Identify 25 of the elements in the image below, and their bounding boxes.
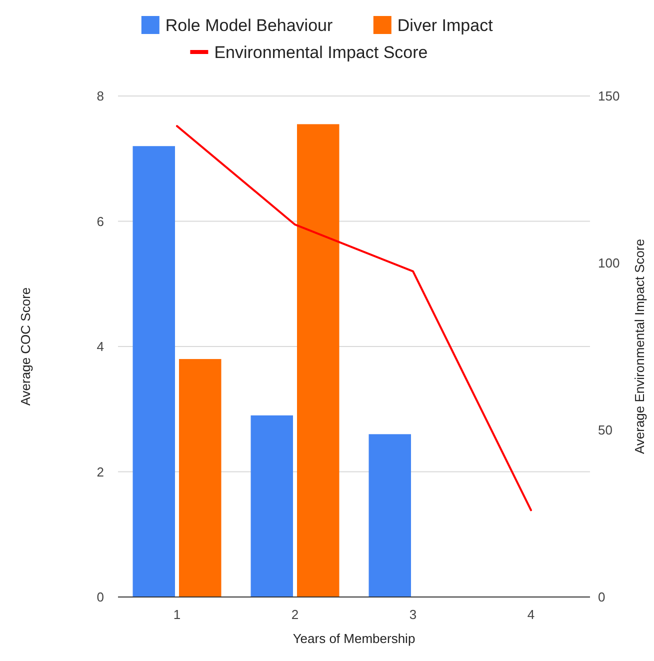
line-series [176,125,532,512]
y-tick-label: 0 [96,590,104,605]
x-tick-label: 2 [291,607,299,622]
bar [368,434,411,597]
x-tick-label: 4 [527,607,535,622]
bar [297,124,340,597]
y-axis-title: Average COC Score [18,287,33,406]
y2-tick-label: 50 [598,422,612,438]
y2-axis-title: Average Environmental Impact Score [632,238,647,454]
bar [179,359,222,597]
legend-label: Diver Impact [397,16,494,35]
bar [132,146,175,597]
legend-label: Environmental Impact Score [214,42,428,62]
y-tick-label: 6 [96,214,104,229]
y2-tick-label: 150 [598,88,620,104]
x-tick-label: 1 [173,607,181,622]
x-tick-label: 3 [409,607,417,622]
y-tick-label: 8 [96,88,104,104]
y2-tick-label: 0 [598,590,606,605]
bar [250,415,293,597]
x-axis-title: Years of Membership [292,631,416,646]
legend-label: Role Model Behaviour [165,16,333,35]
y2-tick-label: 100 [598,256,620,271]
y-tick-label: 2 [96,464,104,480]
y-tick-label: 4 [96,339,104,354]
